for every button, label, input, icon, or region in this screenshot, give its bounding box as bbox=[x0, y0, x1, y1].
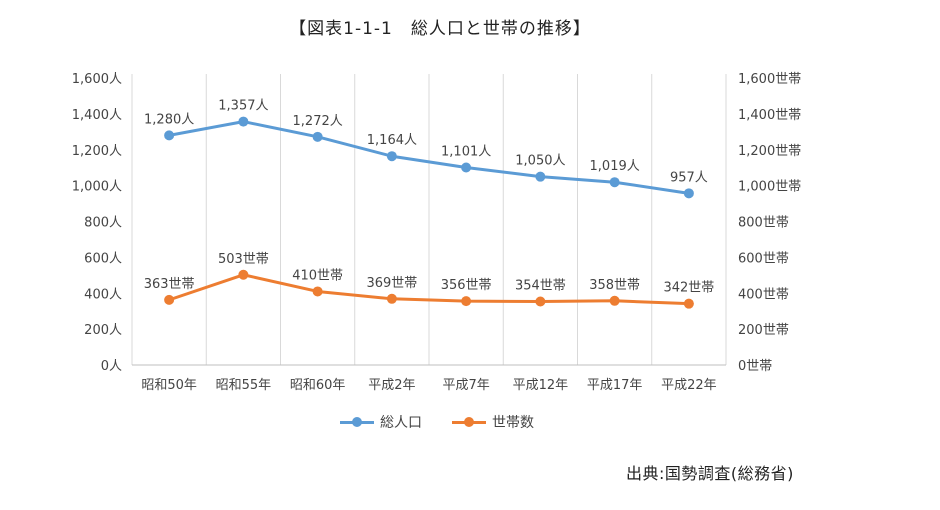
data-point-population bbox=[535, 171, 546, 182]
data-label-households: 503世帯 bbox=[218, 252, 269, 267]
y-right-tick-label: 800世帯 bbox=[738, 216, 789, 231]
data-label-population: 1,101人 bbox=[441, 145, 491, 160]
data-point-population bbox=[164, 130, 175, 141]
y-left-tick-label: 400人 bbox=[84, 287, 122, 302]
data-point-population bbox=[609, 177, 620, 188]
x-tick-label: 平成2年 bbox=[368, 378, 415, 393]
x-tick-label: 平成22年 bbox=[661, 378, 717, 393]
legend-label-households: 世帯数 bbox=[492, 415, 534, 431]
legend-item-population: 総人口 bbox=[340, 412, 422, 432]
legend-item-households: 世帯数 bbox=[452, 412, 534, 432]
data-point-households bbox=[164, 294, 175, 305]
data-point-households bbox=[535, 296, 546, 307]
y-left-tick-label: 600人 bbox=[84, 251, 122, 266]
data-point-households bbox=[461, 296, 472, 307]
series-line-households bbox=[168, 273, 689, 306]
data-point-households bbox=[312, 286, 323, 297]
legend-label-population: 総人口 bbox=[380, 415, 422, 431]
series-line-population bbox=[168, 120, 690, 195]
x-tick-label: 昭和55年 bbox=[216, 378, 272, 393]
x-tick-label: 昭和50年 bbox=[141, 378, 197, 393]
data-label-households: 358世帯 bbox=[589, 278, 640, 293]
data-point-population bbox=[461, 162, 472, 173]
data-label-households: 354世帯 bbox=[515, 279, 566, 294]
data-point-population bbox=[386, 151, 397, 162]
data-label-households: 363世帯 bbox=[144, 277, 195, 292]
data-label-population: 1,164人 bbox=[367, 133, 417, 148]
source-note: 出典:国勢調査(総務省) bbox=[626, 464, 794, 483]
y-right-tick-label: 1,600世帯 bbox=[738, 72, 801, 87]
chart-legend: 総人口 世帯数 bbox=[340, 412, 534, 432]
legend-swatch-households bbox=[452, 416, 486, 427]
y-left-tick-label: 0人 bbox=[101, 359, 122, 374]
data-label-households: 410世帯 bbox=[292, 268, 343, 283]
y-right-tick-label: 1,000世帯 bbox=[738, 180, 801, 195]
x-tick-label: 平成7年 bbox=[442, 378, 489, 393]
y-left-tick-label: 200人 bbox=[84, 323, 122, 338]
y-right-tick-label: 1,400世帯 bbox=[738, 108, 801, 123]
data-point-households bbox=[609, 295, 620, 306]
y-left-tick-label: 1,600人 bbox=[72, 72, 122, 87]
data-point-households bbox=[683, 298, 694, 309]
x-tick-label: 昭和60年 bbox=[290, 378, 346, 393]
data-point-households bbox=[238, 269, 249, 280]
y-left-tick-label: 1,400人 bbox=[72, 108, 122, 123]
x-tick-label: 平成12年 bbox=[513, 378, 569, 393]
data-label-households: 356世帯 bbox=[441, 278, 492, 293]
y-left-tick-label: 800人 bbox=[84, 216, 122, 231]
chart-title: 【図表1-1-1 総人口と世帯の推移】 bbox=[289, 19, 591, 39]
y-right-tick-label: 400世帯 bbox=[738, 287, 789, 302]
y-right-tick-label: 600世帯 bbox=[738, 251, 789, 266]
y-right-tick-label: 1,200世帯 bbox=[738, 144, 801, 159]
data-label-population: 957人 bbox=[670, 170, 708, 185]
y-right-tick-label: 0世帯 bbox=[738, 359, 772, 374]
data-label-population: 1,280人 bbox=[144, 112, 194, 127]
data-label-population: 1,357人 bbox=[218, 99, 268, 114]
data-label-households: 342世帯 bbox=[663, 281, 714, 296]
data-point-population bbox=[312, 131, 323, 142]
data-point-households bbox=[386, 293, 397, 304]
x-tick-label: 平成17年 bbox=[587, 378, 643, 393]
y-left-tick-label: 1,000人 bbox=[72, 180, 122, 195]
data-label-population: 1,050人 bbox=[515, 154, 565, 169]
data-label-population: 1,019人 bbox=[590, 159, 640, 174]
data-point-population bbox=[238, 116, 249, 127]
y-right-tick-label: 200世帯 bbox=[738, 323, 789, 338]
data-label-households: 369世帯 bbox=[366, 276, 417, 291]
data-point-population bbox=[683, 188, 694, 199]
data-label-population: 1,272人 bbox=[293, 114, 343, 129]
legend-swatch-population bbox=[340, 416, 374, 427]
y-left-tick-label: 1,200人 bbox=[72, 144, 122, 159]
